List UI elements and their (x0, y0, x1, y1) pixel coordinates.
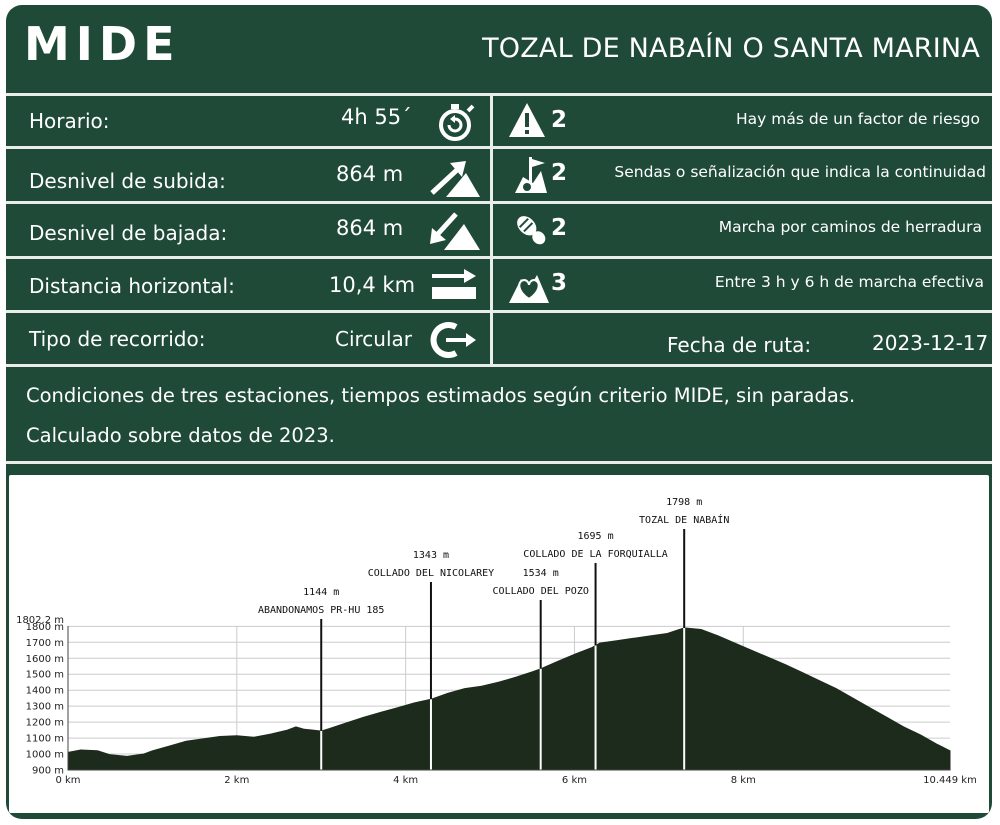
stat-label: Desnivel de subida: (29, 169, 226, 193)
mide-row-orientation: 2 Sendas o señalización que indica la co… (493, 149, 992, 200)
elevation-profile-svg: ABANDONAMOS PR-HU 185 1144 m COLLADO DEL N… (16, 497, 977, 786)
mide-row-terrain: 2 Marcha por caminos de herradura (493, 204, 992, 255)
stat-value: 10,4 km (329, 273, 416, 297)
distance-icon (432, 269, 476, 299)
date-label: Fecha de ruta: (667, 333, 812, 357)
x-tick-label: 4 km (393, 775, 418, 786)
stopwatch-icon (439, 104, 475, 141)
divider (6, 364, 992, 367)
date-row: Fecha de ruta: 2023-12-17 (493, 313, 992, 364)
mide-description: Entre 3 h y 6 h de marcha efectiva (714, 273, 984, 291)
annotation-name: COLLADO DEL NICOLAREY (368, 568, 494, 579)
date-value: 2023-12-17 (872, 331, 989, 355)
annotation-name: COLLADO DEL POZO (493, 586, 589, 597)
mide-score: 3 (551, 270, 568, 296)
stat-row-distance: Distancia horizontal: 10,4 km (6, 259, 490, 310)
mide-score: 2 (551, 215, 568, 241)
note-line: Condiciones de tres estaciones, tiempos … (26, 384, 856, 407)
stat-row-descent: Desnivel de bajada: 864 m (6, 204, 490, 255)
mide-description: Sendas o señalización que indica la cont… (614, 163, 986, 181)
divider (6, 93, 992, 96)
divider (6, 256, 992, 259)
y-tick-label: 1400 m (26, 686, 64, 697)
annotation-name: TOZAL DE NABAÍN (639, 513, 729, 526)
circular-route-icon (430, 322, 476, 358)
x-tick-label: 2 km (224, 775, 249, 786)
x-tick-label: 6 km (562, 775, 587, 786)
stat-value: 4h 55´ (341, 105, 412, 129)
divider (6, 310, 992, 313)
x-tick-label: 10.449 km (923, 775, 977, 786)
mide-row-environment: 2 Hay más de un factor de riesgo (493, 96, 992, 147)
effort-icon (509, 275, 549, 303)
y-max-label: 1802.2 m (16, 615, 64, 626)
ascent-icon (430, 161, 480, 197)
y-tick-label: 1100 m (26, 734, 64, 745)
mide-score: 2 (551, 107, 568, 133)
orientation-icon (515, 157, 547, 193)
annotation-name: COLLADO DE LA FORQUIALLA (523, 549, 668, 560)
notes-section: Condiciones de tres estaciones, tiempos … (6, 369, 992, 462)
descent-icon (430, 212, 480, 250)
y-tick-label: 1200 m (26, 718, 64, 729)
annotation-elevation: 1695 m (577, 531, 613, 542)
y-tick-label: 1700 m (26, 638, 64, 649)
y-tick-label: 1300 m (26, 702, 64, 713)
stat-value: 864 m (336, 162, 404, 186)
stat-label: Tipo de recorrido: (29, 327, 206, 351)
divider (6, 461, 992, 464)
annotation-elevation: 1343 m (413, 550, 449, 561)
warning-icon (509, 103, 545, 137)
y-tick-label: 900 m (32, 766, 64, 777)
mide-description: Hay más de un factor de riesgo (736, 110, 980, 128)
route-title: TOZAL DE NABAÍN O SANTA MARINA (482, 33, 980, 64)
divider (6, 201, 992, 204)
x-tick-label: 8 km (731, 775, 756, 786)
logo-text: MIDE (24, 23, 181, 65)
annotation-elevation: 1534 m (523, 568, 559, 579)
divider (6, 146, 992, 149)
y-tick-label: 1800 m (26, 622, 64, 633)
elevation-area (67, 627, 951, 771)
mide-card: MIDE TOZAL DE NABAÍN O SANTA MARINA Hora… (6, 5, 992, 819)
stat-label: Horario: (29, 109, 110, 133)
mide-score: 2 (551, 160, 568, 186)
annotation-elevation: 1144 m (303, 587, 339, 598)
footprint-icon (517, 216, 546, 245)
y-tick-label: 1000 m (26, 750, 64, 761)
note-line: Calculado sobre datos de 2023. (26, 424, 335, 447)
stat-value: Circular (335, 327, 413, 351)
mide-row-effort: 3 Entre 3 h y 6 h de marcha efectiva (493, 259, 992, 310)
header: MIDE TOZAL DE NABAÍN O SANTA MARINA (6, 5, 992, 93)
stat-row-route-type: Tipo de recorrido: Circular (6, 313, 490, 364)
column-divider (490, 93, 493, 367)
stat-label: Distancia horizontal: (29, 274, 235, 298)
stat-row-horario: Horario: 4h 55´ (6, 96, 490, 147)
y-tick-label: 1500 m (26, 670, 64, 681)
annotation-name: ABANDONAMOS PR-HU 185 (258, 605, 384, 616)
mide-logo: MIDE (24, 23, 181, 65)
x-tick-label: 0 km (55, 775, 80, 786)
y-tick-label: 1600 m (26, 654, 64, 665)
stat-value: 864 m (336, 216, 404, 240)
stat-row-ascent: Desnivel de subida: 864 m (6, 149, 490, 200)
stat-label: Desnivel de bajada: (29, 221, 228, 245)
mide-description: Marcha por caminos de herradura (718, 218, 982, 236)
annotation-elevation: 1798 m (666, 497, 702, 508)
elevation-profile-chart: ABANDONAMOS PR-HU 185 1144 m COLLADO DEL N… (9, 475, 989, 813)
